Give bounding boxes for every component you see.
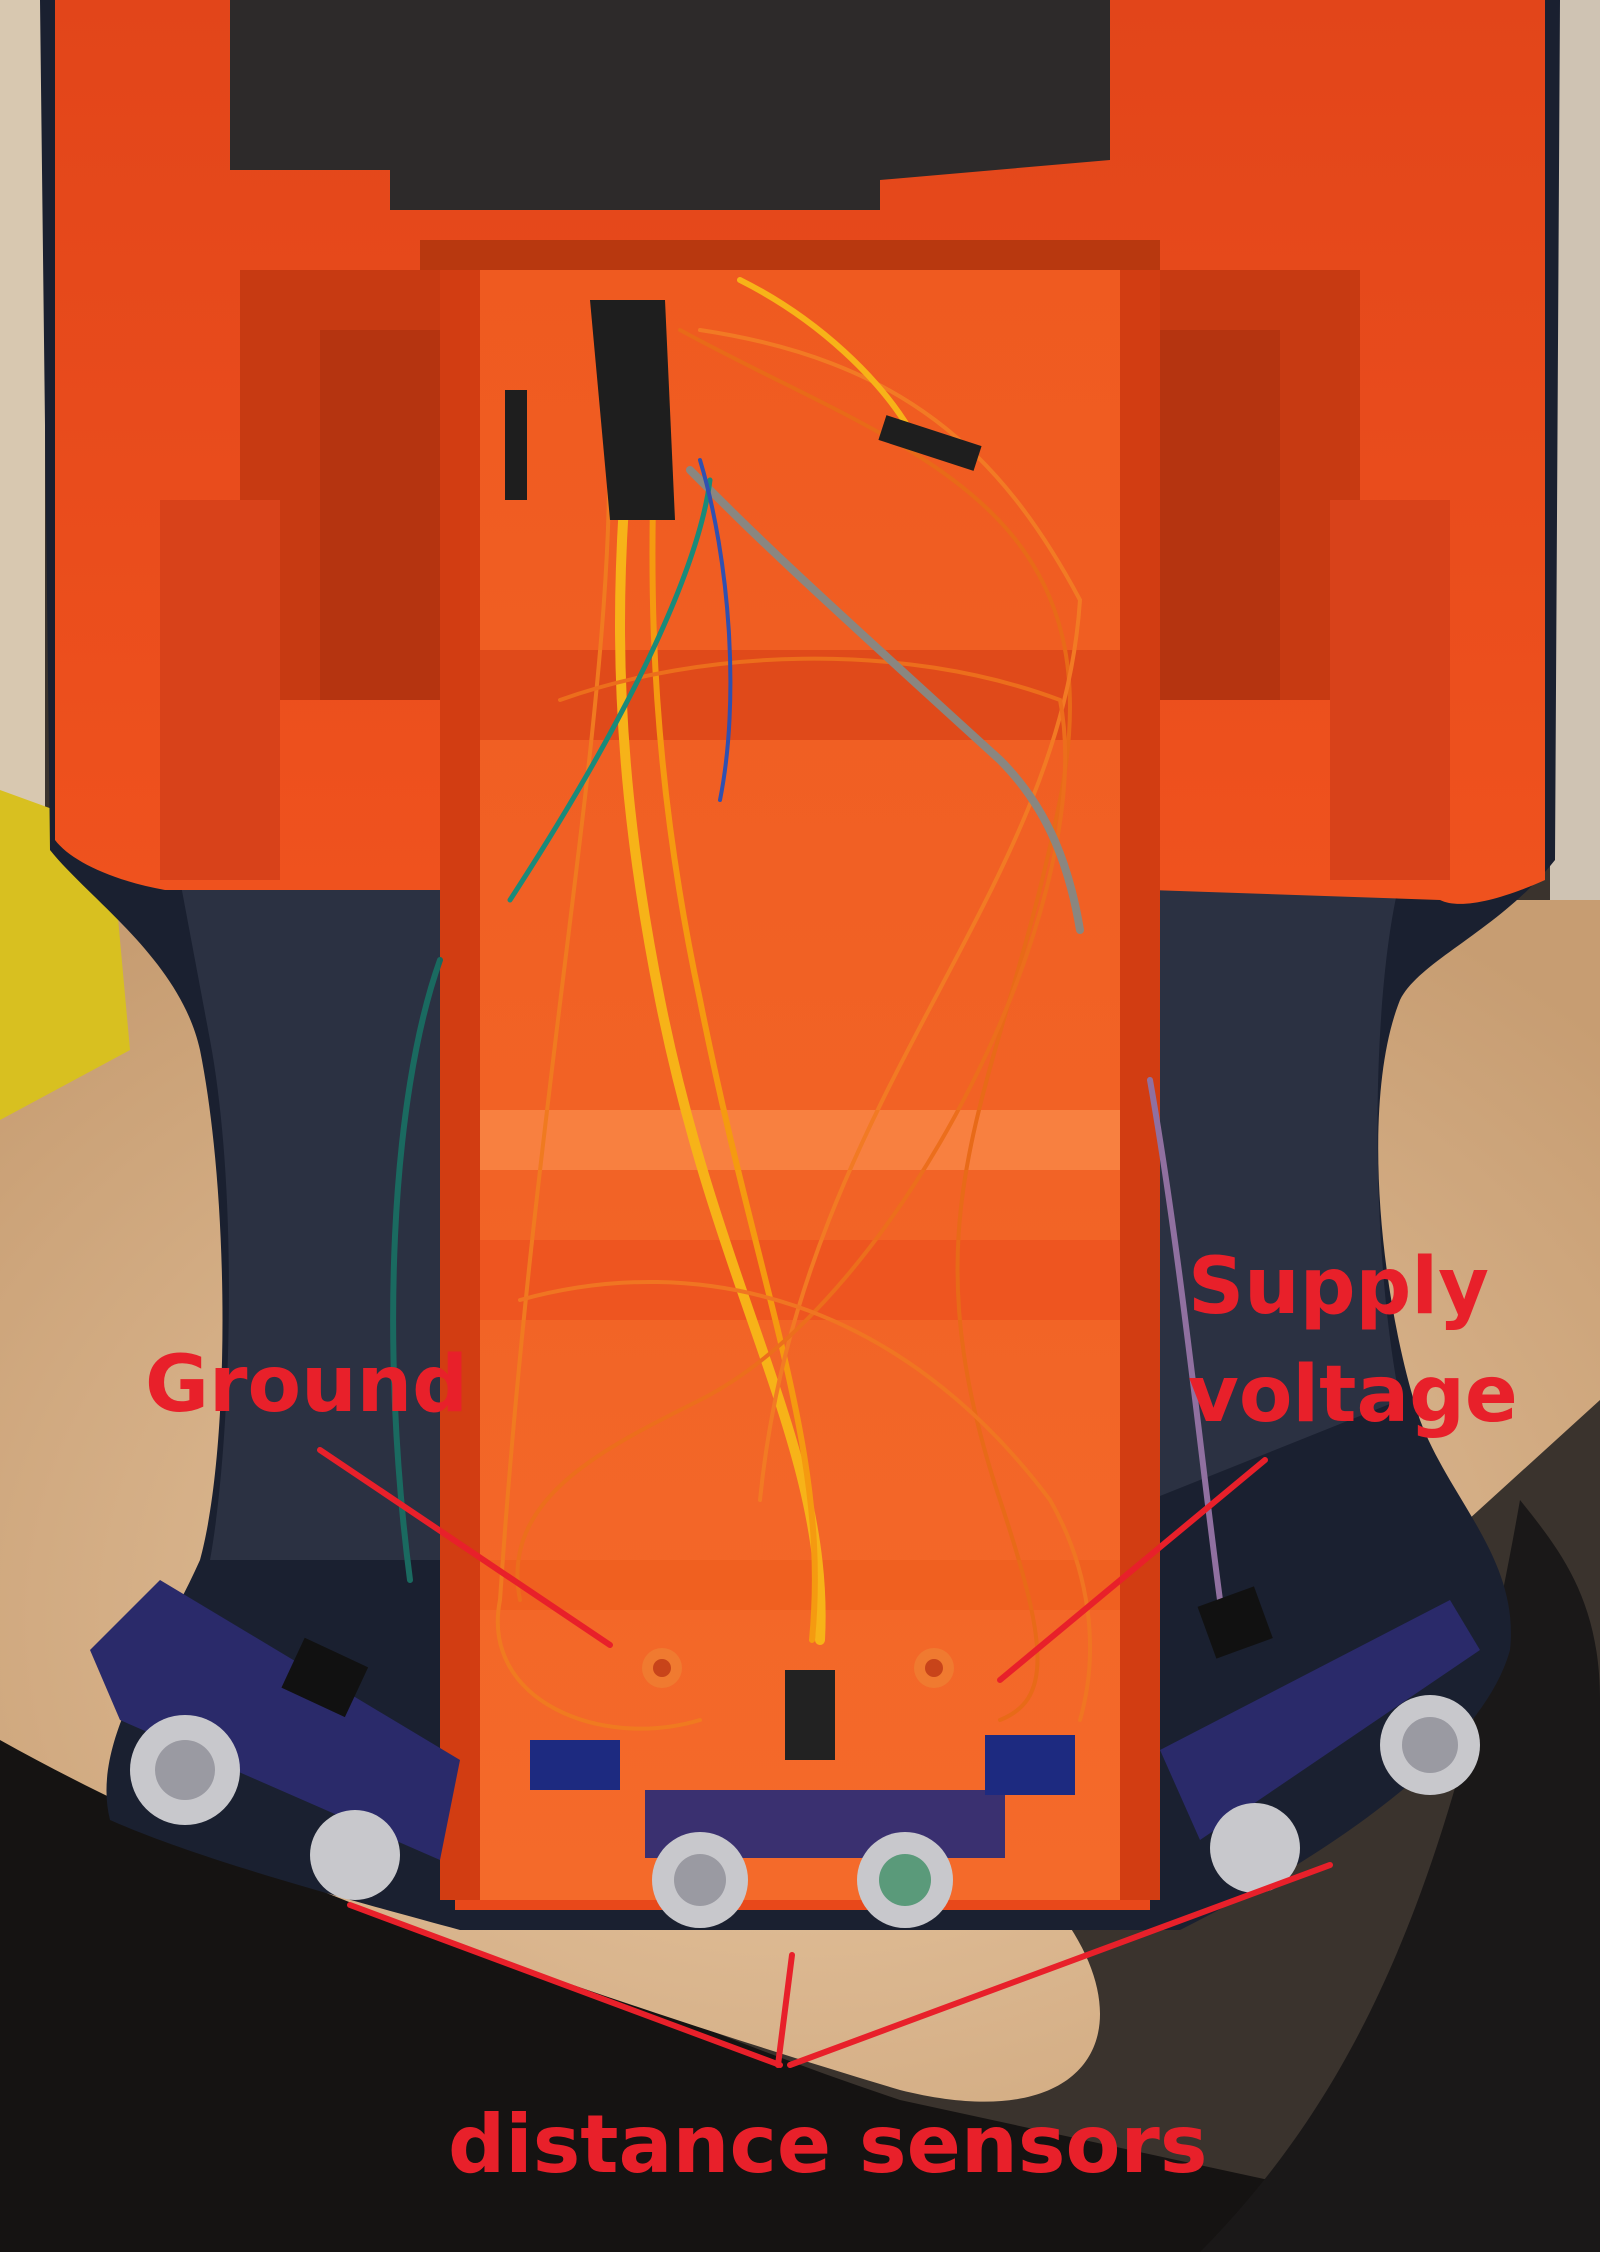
supply-pointer xyxy=(997,1457,1268,1683)
sensor-board-right xyxy=(1160,1586,1480,1893)
distance-sensors-label: distance sensors xyxy=(448,2098,1208,2191)
annotation-lines xyxy=(317,1447,1333,2068)
sensor-board-center xyxy=(645,1670,1005,1928)
supply-voltage-label-line1: Supply xyxy=(1188,1242,1489,1332)
sensor-pointer-right xyxy=(787,1862,1333,2068)
sensor-pointer-center xyxy=(775,1952,795,2068)
supply-voltage-label-line2: voltage xyxy=(1188,1350,1518,1440)
distance-sensor-boards xyxy=(90,1580,1480,1928)
wires xyxy=(390,277,1223,1731)
sensor-board-left xyxy=(90,1580,460,1900)
ground-pointer xyxy=(317,1447,613,1648)
ground-label: Ground xyxy=(145,1340,468,1430)
sensor-pointer-left xyxy=(347,1902,783,2068)
